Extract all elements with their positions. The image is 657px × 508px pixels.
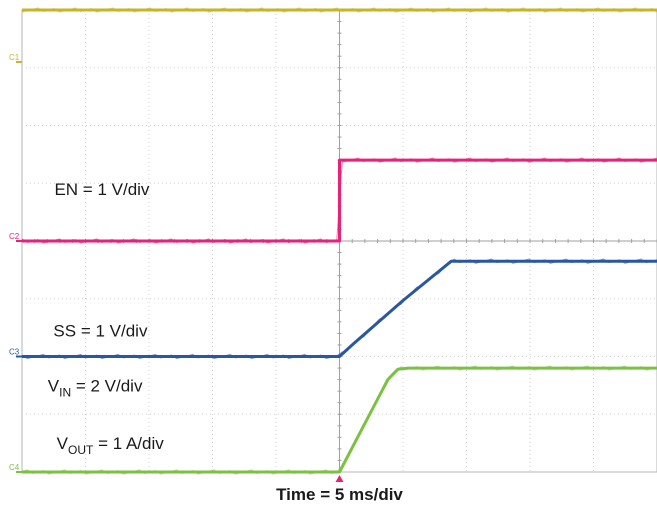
channel-name-c2: C2 bbox=[9, 232, 20, 241]
trace-noise-c1 bbox=[21, 7, 657, 13]
channel-label-c2: EN = 1 V/div bbox=[54, 180, 149, 199]
channel-label-c3: SS = 1 V/div bbox=[53, 322, 148, 341]
channel-name-c4: C4 bbox=[9, 463, 20, 472]
channel-marker-group: C1 C2 C3 C4 bbox=[9, 53, 22, 473]
trace-noise-c2 bbox=[21, 157, 657, 244]
channel-label-group: VIN = 2 V/div EN = 1 V/div SS = 1 V/div VOU… bbox=[48, 180, 164, 457]
channel-label-c4: VOUT = 1 A/div bbox=[57, 434, 165, 457]
channel-name-c3: C3 bbox=[9, 348, 20, 357]
channel-label-c1: VIN = 2 V/div bbox=[48, 376, 143, 399]
channel-name-c1: C1 bbox=[9, 53, 20, 62]
x-axis-label: Time = 5 ms/div bbox=[276, 485, 403, 504]
trace-c3 bbox=[22, 259, 657, 358]
trigger-marker bbox=[335, 475, 344, 482]
trace-noise-c4 bbox=[21, 365, 657, 475]
trace-group bbox=[21, 7, 657, 475]
trace-noise-c3 bbox=[21, 258, 657, 360]
